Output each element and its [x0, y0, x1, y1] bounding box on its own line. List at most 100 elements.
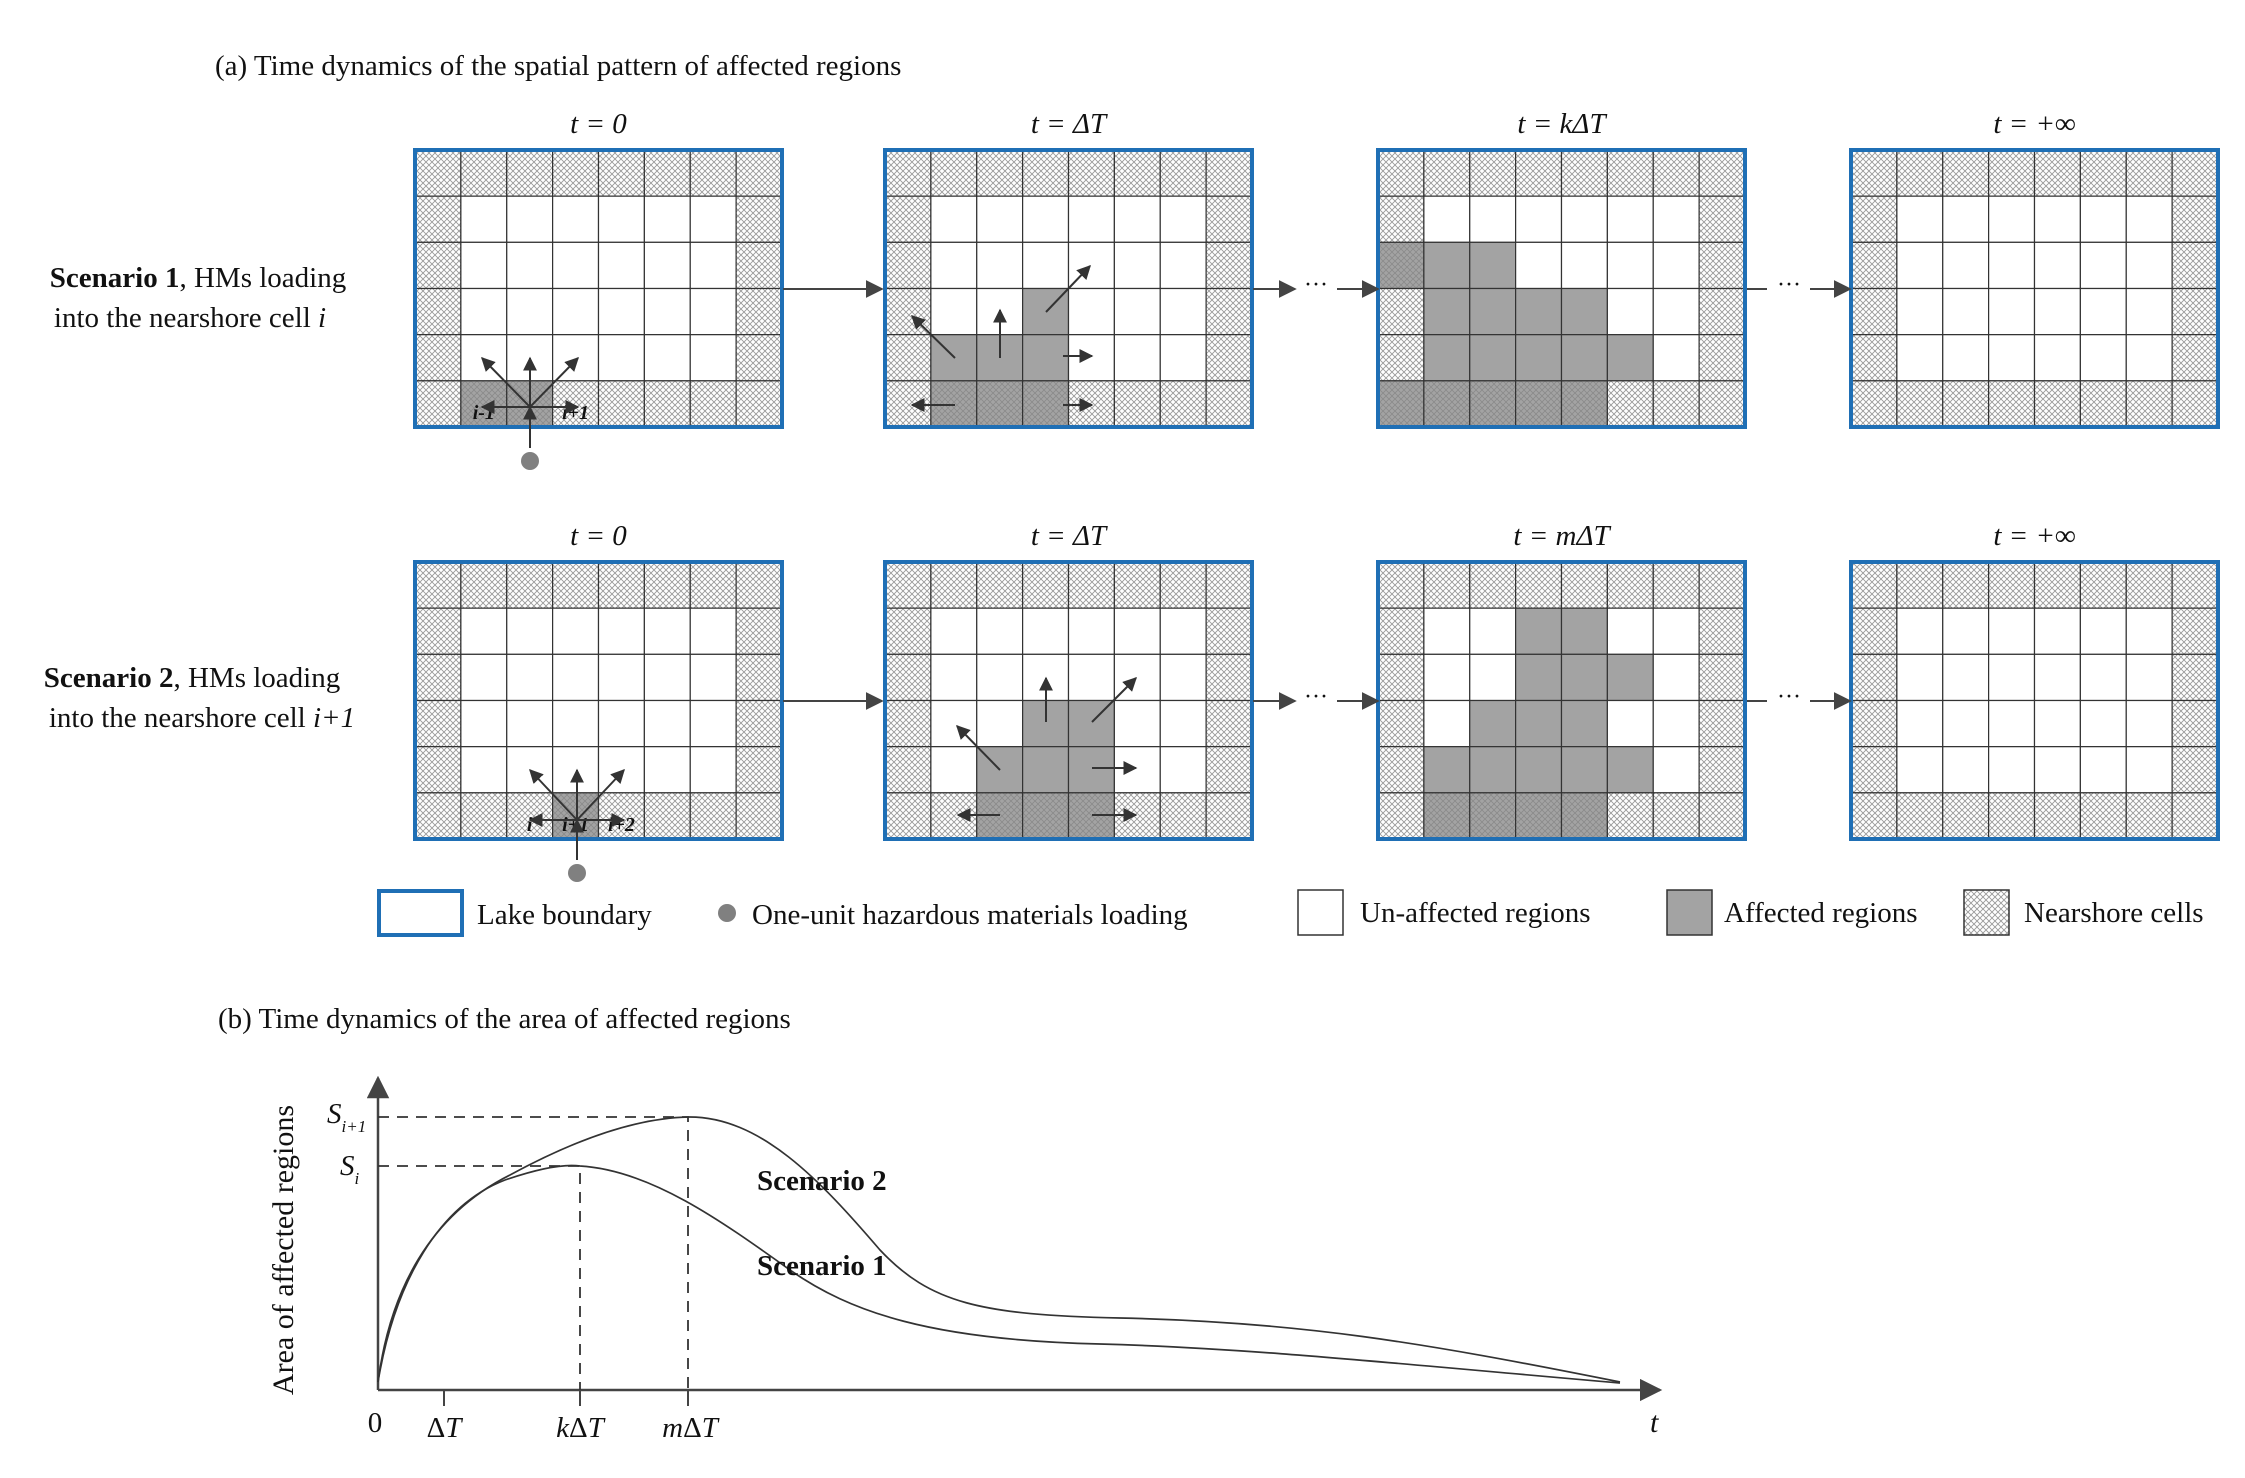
nearshore-cell	[460, 561, 508, 609]
grid-frame-s2-1: t = 0i i+1 i+2	[413, 520, 784, 841]
scenario-2-label-cell: i+1	[313, 702, 355, 734]
unaffected-cell	[2033, 334, 2081, 382]
unaffected-cell	[1159, 241, 1207, 290]
unaffected-cell	[689, 746, 737, 794]
unaffected-cell	[2125, 287, 2173, 336]
unaffected-cell	[1423, 653, 1471, 702]
unaffected-cell	[597, 699, 645, 748]
unaffected-cell	[1942, 653, 1990, 702]
ellipsis: ···	[1777, 684, 1801, 710]
affected-cell	[1067, 746, 1115, 794]
nearshore-cell	[643, 380, 691, 428]
x-axis-label: t	[1650, 1406, 1659, 1439]
unaffected-cell	[1159, 195, 1207, 243]
unaffected-cell	[1067, 653, 1115, 702]
scenario-1-label-line2: into the nearshore cell i	[54, 302, 326, 334]
nearshore-cell	[735, 607, 783, 655]
nearshore-cell	[1698, 149, 1746, 197]
series-label-scenario-1: Scenario 1	[757, 1250, 887, 1282]
unaffected-cell	[2033, 653, 2081, 702]
unaffected-cell	[1067, 287, 1115, 336]
scenario-1-label: Scenario 1, HMs loading	[50, 262, 346, 294]
nearshore-cell	[930, 149, 978, 197]
lake-boundary	[413, 560, 784, 841]
unaffected-cell	[1988, 746, 2036, 794]
nearshore-cell	[1560, 149, 1608, 197]
unaffected-cell	[1113, 241, 1161, 290]
scenario-1-label-rest: , HMs loading	[179, 262, 346, 294]
unaffected-cell	[1113, 287, 1161, 336]
unaffected-cell	[2125, 699, 2173, 748]
affected-cell	[1377, 241, 1425, 290]
y-tick-label-si: Si	[340, 1150, 360, 1188]
nearshore-cell	[2033, 380, 2081, 428]
affected-cell	[1560, 334, 1608, 382]
nearshore-cell	[597, 149, 645, 197]
scenario-1-label-cell: i	[318, 302, 326, 334]
cell-index-label: i-1	[473, 402, 495, 424]
nearshore-cell	[735, 334, 783, 382]
nearshore-cell	[689, 561, 737, 609]
unaffected-cell	[1652, 195, 1700, 243]
scenario-2-label-rest: , HMs loading	[173, 662, 340, 694]
nearshore-cell	[1698, 334, 1746, 382]
unaffected-cell	[689, 653, 737, 702]
curve-scenario-1	[377, 1164, 1621, 1384]
grid-frame-s2-3: t = mΔT	[1376, 520, 1747, 841]
unaffected-cell	[1469, 653, 1517, 702]
unaffected-cell	[1942, 287, 1990, 336]
nearshore-cell	[884, 792, 932, 840]
unaffected-cell	[1159, 653, 1207, 702]
affected-cell	[1469, 241, 1517, 290]
unaffected-cell	[506, 607, 554, 655]
unaffected-cell	[506, 287, 554, 336]
unaffected-cell	[1988, 195, 2036, 243]
unaffected-cell	[1652, 746, 1700, 794]
peak-dashed-line-scenario-1	[378, 1165, 581, 1390]
nearshore-cell	[1850, 334, 1898, 382]
nearshore-cell	[2125, 149, 2173, 197]
time-label: t = 0	[570, 520, 627, 552]
nearshore-cell	[2079, 792, 2127, 840]
legend-unaffected-label: Un-affected regions	[1360, 897, 1591, 929]
x-tick-label-dt: ΔT	[427, 1412, 464, 1444]
cell-index-label: i+2	[608, 814, 635, 836]
affected-cell	[1606, 334, 1654, 382]
unaffected-cell	[1159, 699, 1207, 748]
hazard-loading-dot	[568, 864, 586, 882]
nearshore-cell	[1159, 380, 1207, 428]
nearshore-cell	[884, 746, 932, 794]
nearshore-cell	[1850, 653, 1898, 702]
time-label: t = kΔT	[1517, 108, 1607, 140]
nearshore-cell	[1942, 792, 1990, 840]
affected-cell	[1469, 699, 1517, 748]
nearshore-cell	[414, 607, 462, 655]
affected-cell	[1423, 287, 1471, 336]
unaffected-cell	[1942, 699, 1990, 748]
ellipsis: ···	[1304, 684, 1328, 710]
nearshore-cell	[2171, 241, 2219, 290]
unaffected-cell	[689, 699, 737, 748]
unaffected-cell	[2079, 653, 2127, 702]
time-label: t = ΔT	[1031, 520, 1108, 552]
unaffected-cell	[643, 607, 691, 655]
unaffected-cell	[1652, 241, 1700, 290]
unaffected-cell	[2079, 287, 2127, 336]
nearshore-cell	[1159, 792, 1207, 840]
unaffected-cell	[460, 607, 508, 655]
nearshore-cell	[735, 241, 783, 290]
nearshore-cell	[884, 241, 932, 290]
legend-lake-boundary-swatch	[377, 889, 464, 937]
nearshore-cell	[2171, 334, 2219, 382]
unaffected-cell	[552, 195, 600, 243]
lake-boundary	[883, 148, 1254, 429]
unaffected-cell	[597, 334, 645, 382]
unaffected-cell	[2033, 699, 2081, 748]
nearshore-cell	[1205, 241, 1253, 290]
unaffected-cell	[1896, 287, 1944, 336]
unaffected-cell	[1159, 287, 1207, 336]
unaffected-cell	[1113, 746, 1161, 794]
nearshore-cell	[884, 380, 932, 428]
legend-affected-swatch	[1666, 889, 1713, 936]
